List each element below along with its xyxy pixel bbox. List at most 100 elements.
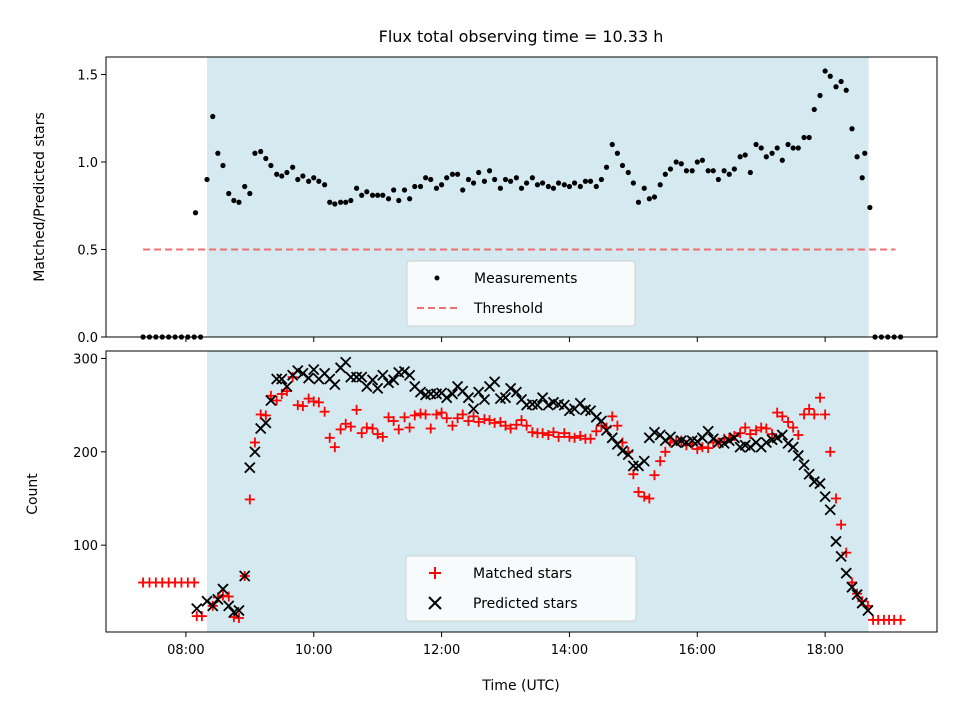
measurement-point: [428, 176, 434, 183]
measurement-point: [226, 190, 232, 197]
matched-star-point: [516, 415, 527, 426]
matched-star-point: [313, 397, 324, 408]
matched-star-point: [324, 432, 335, 443]
measurement-point: [322, 182, 328, 188]
matched-star-point: [777, 411, 788, 422]
measurement-point: [465, 176, 472, 183]
measurement-point: [242, 183, 248, 190]
matched-star-point: [841, 547, 852, 558]
matched-star-point: [484, 415, 495, 426]
measurement-point: [369, 192, 376, 198]
matched-stars-points: [138, 372, 906, 625]
predicted-star-point: [787, 441, 799, 453]
matched-star-point: [783, 416, 794, 427]
predicted-star-point: [606, 432, 618, 444]
matched-star-point: [649, 470, 660, 481]
top-y-ticks: 0.0 0.5 1.0 1.5: [77, 69, 106, 346]
predicted-star-point: [835, 550, 847, 563]
measurement-point: [497, 185, 504, 191]
predicted-star-point: [489, 376, 501, 388]
measurement-point: [806, 134, 812, 141]
matched-star-point: [228, 612, 239, 623]
measurement-point: [838, 78, 844, 85]
measurement-point: [192, 210, 199, 216]
measurement-point: [454, 171, 461, 177]
y-tick-label: 1.0: [77, 156, 98, 171]
predicted-star-point: [276, 373, 288, 385]
predicted-star-point: [329, 378, 341, 391]
measurement-point: [316, 178, 322, 184]
measurement-point: [710, 168, 716, 174]
measurement-point: [614, 150, 620, 156]
predicted-star-point: [819, 490, 831, 503]
matched-star-point: [260, 410, 271, 421]
measurement-point: [747, 169, 753, 176]
matched-star-point: [703, 443, 714, 454]
matched-star-point: [271, 395, 282, 406]
measurement-point: [822, 68, 828, 74]
measurement-point: [220, 162, 226, 169]
measurement-point: [785, 141, 791, 148]
measurement-point: [641, 185, 647, 191]
predicted-star-point: [622, 448, 634, 461]
bottom-panel: 100 200 300 08:00 10:00 12:00 14:00 16:00 18:00…: [25, 350, 938, 694]
matched-star-point: [788, 422, 799, 433]
predicted-star-point: [504, 382, 517, 394]
bottom-x-ticks: 08:00 10:00 12:00 14:00 16:00 18:00: [167, 632, 844, 658]
matched-star-point: [751, 425, 762, 436]
predicted-star-point: [356, 371, 368, 383]
y-tick-label: 100: [73, 539, 98, 554]
predicted-star-point: [600, 424, 613, 436]
measurement-point: [555, 180, 562, 186]
predicted-star-point: [824, 504, 836, 516]
y-tick-label: 1.5: [77, 69, 98, 84]
top-legend-box: [406, 260, 636, 327]
measurement-point: [433, 185, 440, 191]
measurement-point: [444, 175, 450, 181]
predicted-star-point: [191, 603, 203, 615]
predicted-star-point: [350, 371, 363, 383]
matched-star-point: [564, 431, 575, 442]
measurement-point: [774, 145, 780, 151]
matched-star-point: [644, 493, 655, 504]
matched-star-point: [489, 417, 500, 428]
measurement-point: [726, 171, 732, 177]
measurement-point: [737, 154, 743, 160]
measurement-point: [460, 187, 466, 193]
measurement-point: [699, 157, 706, 163]
bottom-plot-frame: [105, 350, 938, 633]
matched-star-point: [831, 493, 842, 504]
measurement-point: [236, 199, 242, 205]
measurement-points: [140, 68, 904, 340]
measurement-point: [380, 192, 386, 198]
matched-star-point: [441, 413, 452, 424]
matched-star-point: [303, 393, 314, 404]
measurement-point: [417, 183, 424, 190]
measurement-point: [769, 150, 775, 156]
measurement-point: [534, 182, 541, 188]
predicted-star-point: [233, 604, 245, 617]
matched-star-point: [393, 424, 404, 435]
measurement-point: [524, 180, 530, 186]
measurement-point: [811, 106, 817, 113]
predicted-star-point: [467, 403, 480, 415]
predicted-star-point: [830, 535, 842, 548]
predicted-star-point: [536, 392, 549, 404]
measurement-point: [603, 164, 610, 170]
matched-star-point: [377, 431, 388, 442]
matched-star-point: [223, 591, 234, 602]
measurement-point: [204, 176, 210, 183]
matched-star-point: [607, 411, 618, 422]
matched-star-point: [500, 420, 511, 431]
matched-star-point: [697, 442, 708, 453]
matched-star-point: [367, 423, 378, 434]
measurement-point: [502, 176, 509, 183]
matched-star-point: [895, 614, 906, 625]
measurement-point: [412, 183, 418, 190]
predicted-star-point: [398, 365, 411, 378]
measurement-point: [833, 84, 839, 90]
measurement-point: [593, 183, 599, 190]
predicted-star-point: [590, 411, 602, 423]
measurement-point: [550, 185, 557, 191]
